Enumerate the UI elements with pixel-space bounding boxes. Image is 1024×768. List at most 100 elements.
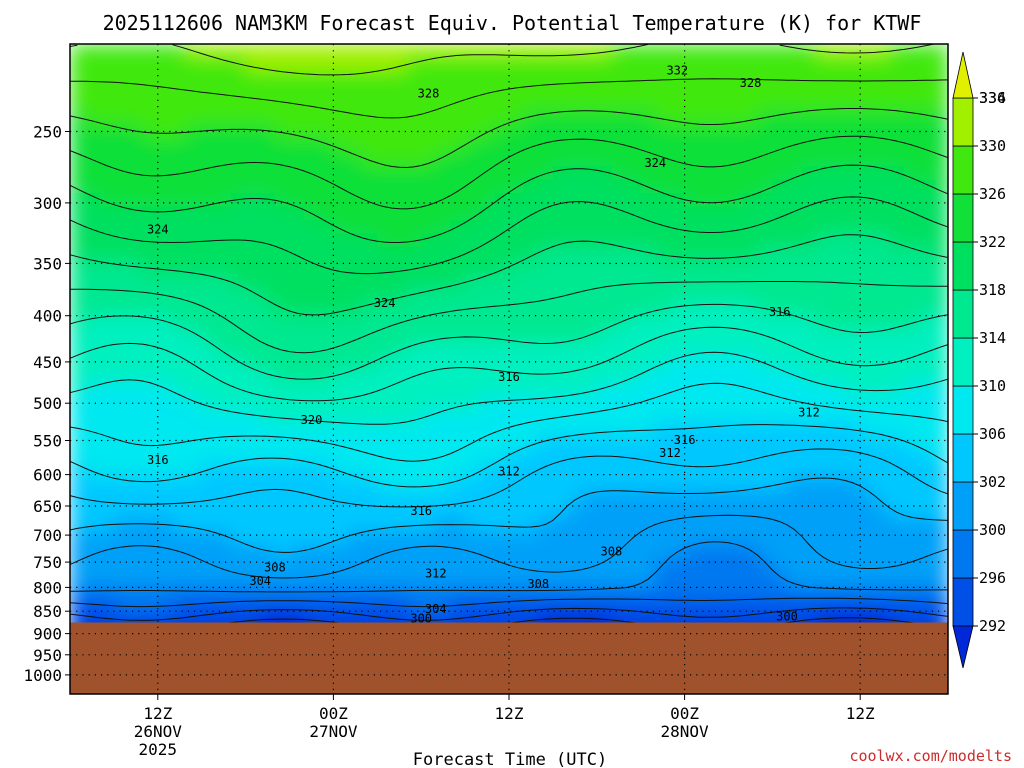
field-cell bbox=[816, 206, 832, 221]
field-cell bbox=[187, 274, 203, 289]
field-cell bbox=[538, 260, 554, 275]
field-cell bbox=[157, 531, 173, 546]
field-cell bbox=[596, 301, 612, 316]
field-cell bbox=[494, 369, 510, 384]
field-cell bbox=[596, 84, 612, 99]
field-cell bbox=[538, 382, 554, 397]
field-cell bbox=[699, 369, 715, 384]
field-cell bbox=[479, 179, 495, 194]
field-cell bbox=[845, 436, 861, 451]
field-cell bbox=[845, 477, 861, 492]
field-cell bbox=[596, 71, 612, 86]
field-cell bbox=[128, 152, 144, 167]
field-cell bbox=[743, 111, 759, 126]
field-cell bbox=[406, 518, 422, 533]
field-cell bbox=[889, 125, 905, 140]
field-cell bbox=[201, 57, 217, 72]
field-cell bbox=[860, 260, 876, 275]
field-cell bbox=[450, 463, 466, 478]
field-cell bbox=[201, 423, 217, 438]
field-cell bbox=[143, 409, 159, 424]
field-cell bbox=[348, 57, 364, 72]
field-cell bbox=[582, 450, 598, 465]
field-cell bbox=[289, 44, 305, 59]
field-cell bbox=[845, 490, 861, 505]
field-cell bbox=[845, 572, 861, 587]
field-cell bbox=[143, 423, 159, 438]
field-cell bbox=[552, 490, 569, 505]
field-cell bbox=[143, 490, 159, 505]
field-cell bbox=[743, 260, 759, 275]
field-cell bbox=[874, 287, 890, 302]
field-cell bbox=[435, 436, 451, 451]
field-cell bbox=[743, 518, 759, 533]
field-cell bbox=[245, 531, 261, 546]
field-cell bbox=[201, 260, 217, 275]
field-cell bbox=[538, 84, 554, 99]
field-cell bbox=[435, 247, 451, 262]
field-cell bbox=[904, 599, 920, 614]
field-cell bbox=[757, 545, 773, 560]
field-cell bbox=[640, 409, 656, 424]
field-cell bbox=[377, 44, 393, 59]
field-cell bbox=[231, 138, 247, 153]
field-cell bbox=[128, 585, 144, 600]
field-cell bbox=[304, 57, 320, 72]
field-cell bbox=[187, 423, 203, 438]
field-cell bbox=[143, 247, 159, 262]
field-cell bbox=[216, 518, 232, 533]
field-cell bbox=[143, 436, 159, 451]
field-cell bbox=[201, 71, 217, 86]
field-cell bbox=[172, 396, 188, 411]
field-cell bbox=[904, 423, 920, 438]
field-cell bbox=[845, 274, 861, 289]
field-cell bbox=[830, 111, 847, 126]
field-cell bbox=[260, 314, 276, 329]
field-cell bbox=[816, 450, 832, 465]
field-cell bbox=[816, 545, 832, 560]
field-cell bbox=[684, 355, 700, 370]
field-cell bbox=[260, 328, 276, 343]
field-cell bbox=[523, 504, 539, 519]
field-cell bbox=[552, 44, 569, 59]
field-cell bbox=[128, 179, 144, 194]
field-cell bbox=[435, 504, 451, 519]
field-cell bbox=[494, 355, 510, 370]
field-cell bbox=[377, 125, 393, 140]
field-cell bbox=[113, 287, 130, 302]
field-cell bbox=[348, 274, 364, 289]
field-cell bbox=[333, 314, 349, 329]
field-cell bbox=[187, 165, 203, 180]
field-cell bbox=[655, 545, 671, 560]
field-cell bbox=[187, 233, 203, 248]
field-cell bbox=[523, 71, 539, 86]
field-cell bbox=[201, 138, 217, 153]
field-cell bbox=[670, 44, 686, 59]
field-cell bbox=[377, 396, 393, 411]
field-cell bbox=[274, 138, 291, 153]
field-cell bbox=[201, 165, 217, 180]
field-cell bbox=[874, 44, 890, 59]
field-cell bbox=[113, 220, 130, 235]
field-cell bbox=[670, 260, 686, 275]
field-cell bbox=[70, 382, 86, 397]
field-cell bbox=[494, 84, 510, 99]
field-cell bbox=[99, 409, 115, 424]
field-cell bbox=[626, 585, 642, 600]
field-cell bbox=[245, 111, 261, 126]
field-cell bbox=[362, 260, 378, 275]
colorbar-box bbox=[952, 145, 974, 195]
field-cell bbox=[889, 193, 905, 208]
field-cell bbox=[201, 490, 217, 505]
field-cell bbox=[757, 84, 773, 99]
field-cell bbox=[772, 71, 788, 86]
field-cell bbox=[348, 98, 364, 113]
field-cell bbox=[435, 572, 451, 587]
field-cell bbox=[728, 98, 744, 113]
field-cell bbox=[333, 355, 349, 370]
field-cell bbox=[333, 572, 349, 587]
field-cell bbox=[757, 531, 773, 546]
contour-label: 300 bbox=[776, 610, 798, 624]
field-cell bbox=[713, 558, 730, 573]
